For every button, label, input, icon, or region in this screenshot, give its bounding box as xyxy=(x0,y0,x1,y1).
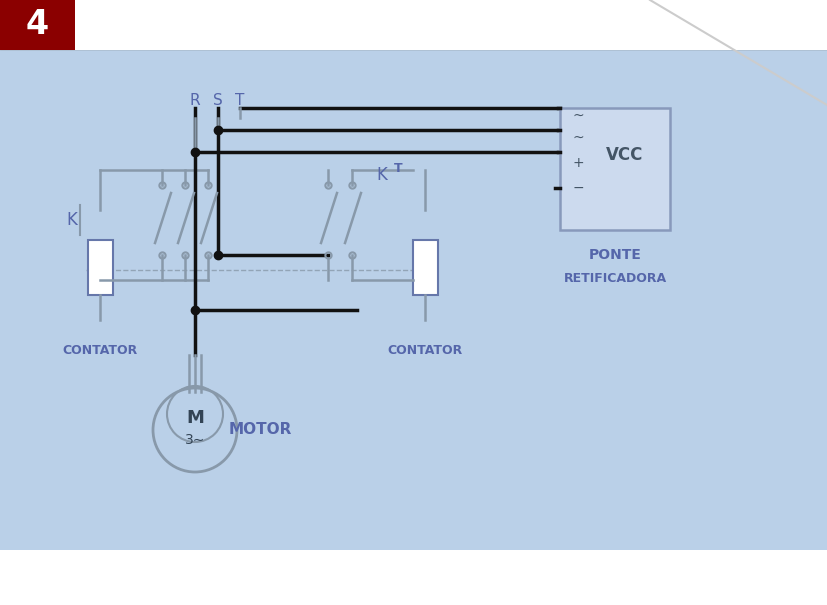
Text: CONTATOR: CONTATOR xyxy=(387,344,462,356)
Text: +: + xyxy=(572,156,584,170)
Text: −: − xyxy=(572,181,584,195)
Bar xyxy=(413,240,438,295)
Text: 4: 4 xyxy=(26,8,49,42)
Text: RETIFICADORA: RETIFICADORA xyxy=(563,272,667,284)
Text: CONTATOR: CONTATOR xyxy=(62,344,137,356)
Text: T: T xyxy=(394,163,402,175)
Text: ~: ~ xyxy=(572,109,584,123)
Bar xyxy=(88,240,113,295)
Text: S: S xyxy=(213,93,222,108)
Bar xyxy=(560,108,670,230)
Text: K: K xyxy=(376,166,387,184)
Text: R: R xyxy=(189,93,200,108)
Bar xyxy=(0,0,75,50)
Text: ~: ~ xyxy=(572,131,584,145)
Text: 3∼: 3∼ xyxy=(184,433,205,447)
Text: K: K xyxy=(66,211,78,229)
Text: VCC: VCC xyxy=(606,146,643,164)
Text: PONTE: PONTE xyxy=(589,248,642,262)
Text: T: T xyxy=(236,93,245,108)
Bar xyxy=(75,0,827,50)
Text: MOTOR: MOTOR xyxy=(228,422,292,437)
Text: M: M xyxy=(186,409,204,427)
